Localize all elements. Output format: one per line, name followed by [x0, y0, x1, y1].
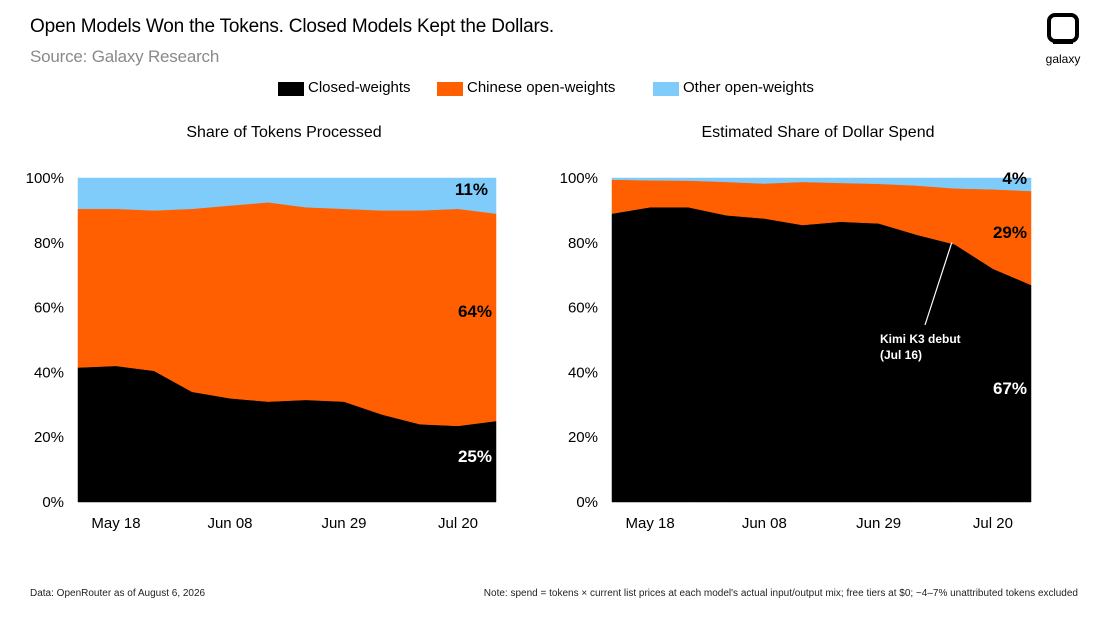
annotation-line1: Kimi K3 debut [880, 332, 961, 346]
x-tick-label: Jun 08 [207, 515, 252, 532]
y-tick-label: 0% [42, 494, 64, 511]
x-tick-label: Jun 29 [321, 515, 366, 532]
y-tick-label: 40% [34, 364, 64, 381]
y-tick-label: 40% [568, 364, 598, 381]
x-tick-label: Jun 08 [742, 515, 787, 532]
end-label-chinese-open-weights-tokens: 64% [458, 302, 492, 321]
panel-title-spend: Estimated Share of Dollar Spend [701, 124, 934, 141]
footnote-note: Note: spend = tokens × current list pric… [483, 588, 1078, 599]
end-label-chinese-open-weights-spend: 29% [993, 223, 1027, 242]
y-tick-label: 60% [568, 300, 598, 317]
galaxy-logo-icon [1047, 13, 1079, 44]
legend-label-other: Other open-weights [683, 79, 814, 96]
legend: Closed-weights Chinese open-weights Othe… [0, 79, 1100, 99]
annotation-leader-line [924, 242, 953, 326]
end-label-other-open-weights-tokens: 11% [455, 180, 488, 199]
y-tick-label: 20% [568, 429, 598, 446]
chart-subtitle: Source: Galaxy Research [30, 47, 220, 66]
x-tick-label: Jun 29 [856, 515, 901, 532]
legend-swatch-chinese [437, 82, 463, 96]
x-tick-label: Jul 20 [438, 515, 478, 532]
y-tick-label: 100% [26, 170, 64, 187]
end-label-closed-weights-tokens: 25% [458, 447, 492, 466]
y-tick-label: 100% [560, 170, 598, 187]
legend-label-chinese: Chinese open-weights [467, 79, 616, 96]
x-tick-label: May 18 [625, 515, 674, 532]
legend-label-closed: Closed-weights [308, 79, 411, 96]
panel-title-tokens: Share of Tokens Processed [186, 124, 381, 141]
y-tick-label: 60% [34, 300, 64, 317]
y-tick-label: 20% [34, 429, 64, 446]
galaxy-logo-text: galaxy [1045, 52, 1081, 66]
footnote-data-source: Data: OpenRouter as of August 6, 2026 [30, 588, 206, 599]
x-tick-label: May 18 [91, 515, 140, 532]
end-label-closed-weights-spend: 67% [993, 379, 1027, 398]
annotation-line2: (Jul 16) [880, 348, 922, 362]
chart-title: Open Models Won the Tokens. Closed Model… [30, 16, 555, 37]
legend-swatch-closed [278, 82, 304, 96]
area-other-open-weights-tokens [77, 177, 497, 214]
y-tick-label: 80% [34, 235, 64, 252]
y-tick-label: 80% [568, 235, 598, 252]
chart-tokens: Share of Tokens Processed 0% 20% 40% 60% 80% 1… [26, 124, 497, 532]
chart-spend: Estimated Share of Dollar Spend 0% 20% 40% 6… [560, 124, 1032, 532]
y-tick-label: 0% [576, 494, 598, 511]
area-other-open-weights-spend [611, 177, 1032, 192]
x-tick-label: Jul 20 [973, 515, 1013, 532]
galaxy-logo: galaxy [1040, 12, 1086, 72]
legend-swatch-other [653, 82, 679, 96]
charts-svg: Share of Tokens Processed 0% 20% 40% 60% 80% 1… [26, 124, 1032, 532]
end-label-other-open-weights-spend: 4% [1002, 169, 1027, 188]
